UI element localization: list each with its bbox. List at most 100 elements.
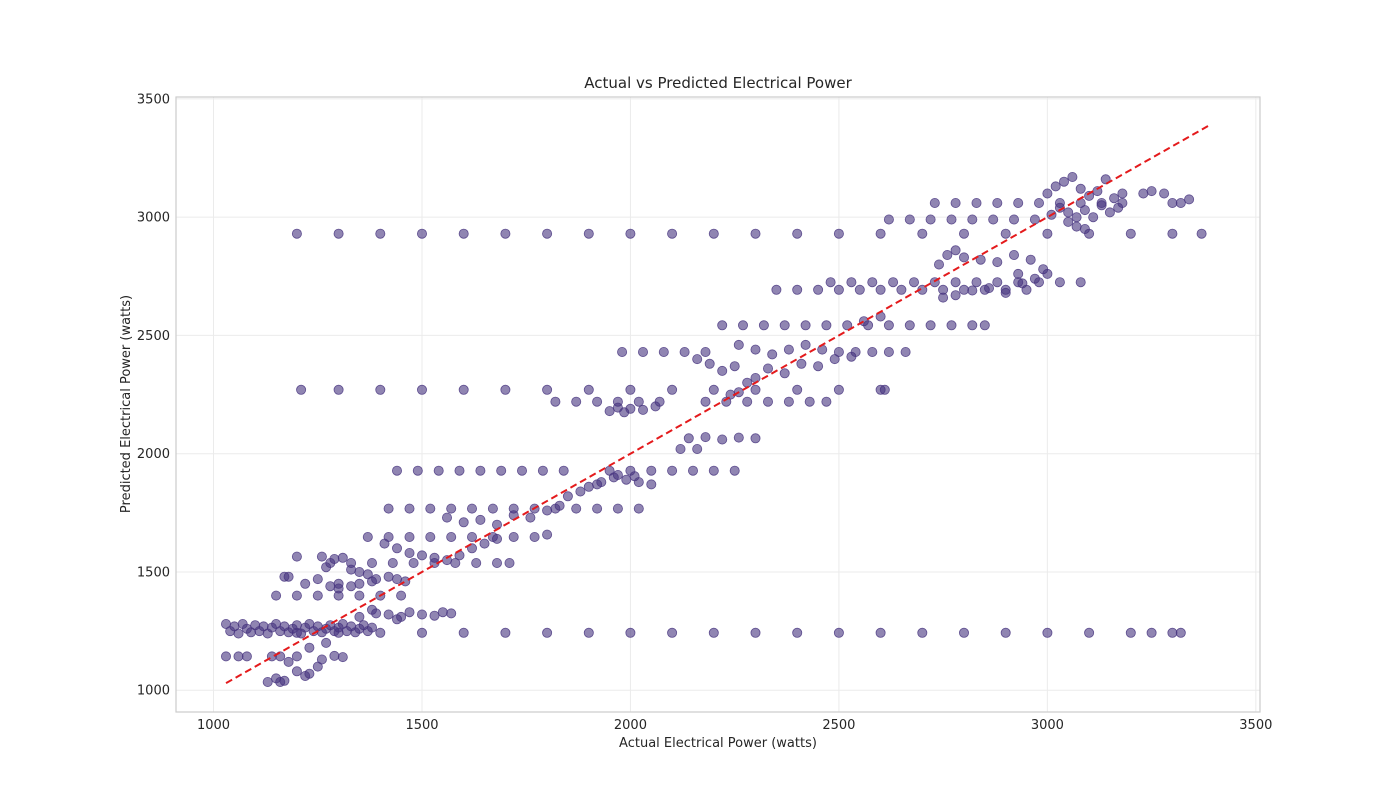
- scatter-point: [700, 432, 711, 443]
- scatter-point: [967, 214, 978, 225]
- scatter-point: [583, 228, 594, 239]
- scatter-point: [667, 228, 678, 239]
- scatter-point: [1034, 197, 1045, 208]
- scatter-point: [925, 320, 936, 331]
- scatter-point: [1000, 627, 1011, 638]
- scatter-point: [333, 583, 344, 594]
- scatter-point: [571, 396, 582, 407]
- scatter-point: [821, 396, 832, 407]
- scatter-point: [988, 214, 999, 225]
- scatter-point: [291, 551, 302, 562]
- scatter-point: [300, 578, 311, 589]
- scatter-point: [1059, 176, 1070, 187]
- scatter-point: [508, 532, 519, 543]
- scatter-point: [354, 590, 365, 601]
- scatter-point: [833, 284, 844, 295]
- scatter-point: [708, 384, 719, 395]
- scatter-point: [558, 465, 569, 476]
- scatter-point: [354, 611, 365, 622]
- scatter-point: [792, 228, 803, 239]
- scatter-point: [346, 558, 357, 569]
- scatter-point: [471, 558, 482, 569]
- scatter-point: [1013, 268, 1024, 279]
- scatter-point: [708, 228, 719, 239]
- plot-frame: [175, 96, 1261, 713]
- scatter-point: [1146, 186, 1157, 197]
- scatter-point: [337, 652, 348, 663]
- scatter-point: [542, 529, 553, 540]
- scatter-point: [688, 465, 699, 476]
- scatter-point: [971, 277, 982, 288]
- scatter-point: [942, 249, 953, 260]
- scatter-point: [387, 558, 398, 569]
- scatter-point: [529, 532, 540, 543]
- scatter-point: [800, 320, 811, 331]
- scatter-point: [800, 339, 811, 350]
- scatter-point: [391, 574, 402, 585]
- scatter-point: [625, 384, 636, 395]
- scatter-point: [1175, 197, 1186, 208]
- scatter-point: [550, 396, 561, 407]
- scatter-point: [796, 358, 807, 369]
- scatter-point: [821, 320, 832, 331]
- scatter-point: [842, 320, 853, 331]
- scatter-point: [537, 465, 548, 476]
- scatter-point: [1109, 193, 1120, 204]
- scatter-point: [854, 284, 865, 295]
- scatter-point: [312, 590, 323, 601]
- reference-line-layer: [225, 124, 1211, 685]
- scatter-point: [400, 576, 411, 587]
- scatter-point: [1079, 223, 1090, 234]
- scatter-point: [692, 354, 703, 365]
- scatter-point: [241, 651, 252, 662]
- scatter-point: [316, 551, 327, 562]
- scatter-point: [612, 469, 623, 480]
- scatter-point: [491, 558, 502, 569]
- scatter-point: [758, 320, 769, 331]
- scatter-point: [366, 558, 377, 569]
- scatter-point: [992, 197, 1003, 208]
- scatter-point: [950, 197, 961, 208]
- scatter-point: [404, 532, 415, 543]
- scatter-point: [717, 365, 728, 376]
- scatter-point: [333, 228, 344, 239]
- scatter-point: [304, 642, 315, 653]
- scatter-point: [692, 443, 703, 454]
- scatter-point: [375, 384, 386, 395]
- scatter-point: [554, 500, 565, 511]
- scatter-point: [717, 320, 728, 331]
- scatter-point: [491, 533, 502, 544]
- scatter-point: [883, 346, 894, 357]
- scatter-point: [296, 384, 307, 395]
- scatter-point: [867, 346, 878, 357]
- scatter-point: [619, 407, 630, 418]
- x-tick-label: 2000: [614, 718, 647, 733]
- scatter-point: [971, 197, 982, 208]
- scatter-point: [1071, 221, 1082, 232]
- scatter-point: [959, 627, 970, 638]
- scatter-point: [337, 552, 348, 563]
- scatter-point: [708, 627, 719, 638]
- scatter-point: [391, 465, 402, 476]
- scatter-point: [883, 320, 894, 331]
- scatter-point: [1063, 216, 1074, 227]
- scatter-point: [650, 401, 661, 412]
- scatter-point: [875, 284, 886, 295]
- scatter-point: [487, 503, 498, 514]
- scatter-point: [733, 339, 744, 350]
- scatter-point: [271, 590, 282, 601]
- x-tick-label: 2500: [822, 718, 855, 733]
- scatter-point: [846, 351, 857, 362]
- scatter-point: [596, 477, 607, 488]
- scatter-point: [967, 320, 978, 331]
- scatter-point: [592, 503, 603, 514]
- scatter-point: [1042, 228, 1053, 239]
- scatter-point: [900, 346, 911, 357]
- scatter-point: [867, 277, 878, 288]
- scatter-point: [771, 284, 782, 295]
- scatter-point: [1096, 200, 1107, 211]
- scatter-point: [833, 228, 844, 239]
- scatter-point: [904, 320, 915, 331]
- scatter-point: [629, 471, 640, 482]
- scatter-point: [742, 396, 753, 407]
